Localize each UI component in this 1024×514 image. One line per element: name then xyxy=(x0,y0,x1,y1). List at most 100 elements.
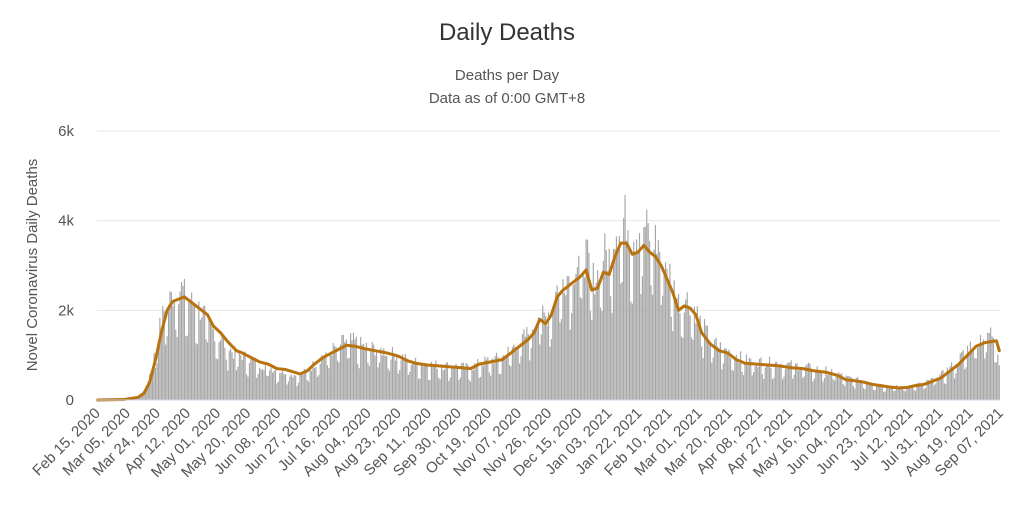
bar[interactable] xyxy=(701,346,703,400)
bar[interactable] xyxy=(280,372,282,400)
bar[interactable] xyxy=(833,380,836,400)
bar[interactable] xyxy=(465,362,467,400)
bar[interactable] xyxy=(644,226,646,400)
bar[interactable] xyxy=(878,386,880,400)
bar[interactable] xyxy=(402,354,404,400)
bar[interactable] xyxy=(787,362,789,400)
bar[interactable] xyxy=(807,362,810,400)
bar[interactable] xyxy=(384,356,386,400)
bar[interactable] xyxy=(888,386,891,400)
bar[interactable] xyxy=(293,375,295,400)
bar[interactable] xyxy=(617,248,619,400)
bar[interactable] xyxy=(277,381,279,400)
bar[interactable] xyxy=(845,375,847,401)
bar[interactable] xyxy=(965,367,967,400)
bar[interactable] xyxy=(699,315,701,400)
bar[interactable] xyxy=(712,357,714,401)
bar[interactable] xyxy=(219,340,222,400)
bar[interactable] xyxy=(839,374,841,400)
bar[interactable] xyxy=(731,369,733,400)
bar[interactable] xyxy=(309,369,311,400)
bar[interactable] xyxy=(415,357,417,400)
bar[interactable] xyxy=(540,334,542,400)
bar[interactable] xyxy=(228,350,230,400)
bar[interactable] xyxy=(942,369,944,400)
bar[interactable] xyxy=(352,332,355,400)
bar[interactable] xyxy=(685,299,687,400)
bar[interactable] xyxy=(325,352,327,400)
bar[interactable] xyxy=(585,239,587,400)
bar[interactable] xyxy=(709,343,711,400)
bar[interactable] xyxy=(341,334,343,400)
bar[interactable] xyxy=(598,286,600,400)
bar[interactable] xyxy=(147,380,149,400)
bar[interactable] xyxy=(218,341,220,400)
bar[interactable] xyxy=(397,373,399,400)
bar[interactable] xyxy=(556,285,558,400)
bar[interactable] xyxy=(143,390,145,400)
bar[interactable] xyxy=(225,359,227,400)
bar[interactable] xyxy=(588,252,590,400)
bar[interactable] xyxy=(858,382,860,400)
bar[interactable] xyxy=(532,329,534,400)
bar[interactable] xyxy=(867,383,869,400)
bar[interactable] xyxy=(675,305,677,400)
bar[interactable] xyxy=(336,360,339,400)
bar[interactable] xyxy=(705,325,707,401)
bar[interactable] xyxy=(254,357,256,400)
bar[interactable] xyxy=(209,322,211,400)
bar[interactable] xyxy=(545,316,547,400)
bar[interactable] xyxy=(828,372,830,400)
bar[interactable] xyxy=(547,312,550,400)
bar[interactable] xyxy=(781,379,784,400)
bar[interactable] xyxy=(347,358,349,400)
bar[interactable] xyxy=(490,375,492,400)
bar[interactable] xyxy=(680,336,682,400)
bar[interactable] xyxy=(780,363,782,400)
bar[interactable] xyxy=(573,284,576,400)
bar[interactable] xyxy=(469,381,472,400)
bar[interactable] xyxy=(894,390,896,400)
bar[interactable] xyxy=(261,369,264,400)
bar[interactable] xyxy=(958,364,960,400)
bar[interactable] xyxy=(536,328,538,400)
bar[interactable] xyxy=(243,352,245,400)
bar[interactable] xyxy=(605,250,607,400)
bar[interactable] xyxy=(829,373,831,400)
bar[interactable] xyxy=(400,360,402,400)
bar[interactable] xyxy=(884,391,886,400)
bar[interactable] xyxy=(943,383,945,400)
bar[interactable] xyxy=(459,377,461,400)
bar[interactable] xyxy=(715,337,717,400)
bar[interactable] xyxy=(260,369,262,400)
bar[interactable] xyxy=(831,368,833,400)
bar[interactable] xyxy=(433,364,435,400)
bar[interactable] xyxy=(517,348,519,400)
bar[interactable] xyxy=(909,387,911,400)
bar[interactable] xyxy=(797,370,800,400)
bar[interactable] xyxy=(178,304,180,400)
bar[interactable] xyxy=(399,369,401,400)
bar[interactable] xyxy=(429,379,431,400)
bar[interactable] xyxy=(410,364,412,400)
bar[interactable] xyxy=(162,306,164,400)
bar[interactable] xyxy=(241,360,243,400)
bar[interactable] xyxy=(149,373,151,400)
bar[interactable] xyxy=(153,352,155,400)
bar[interactable] xyxy=(825,366,827,400)
bar[interactable] xyxy=(956,365,958,400)
bar[interactable] xyxy=(478,377,480,400)
bar[interactable] xyxy=(335,347,337,400)
bar[interactable] xyxy=(300,372,303,400)
bar[interactable] xyxy=(370,348,372,400)
bar[interactable] xyxy=(559,322,561,400)
bar[interactable] xyxy=(628,248,630,400)
bar[interactable] xyxy=(618,235,620,400)
bar[interactable] xyxy=(383,348,385,400)
bar[interactable] xyxy=(962,349,964,400)
bar[interactable] xyxy=(861,381,863,400)
bar[interactable] xyxy=(624,194,626,400)
bar[interactable] xyxy=(542,305,544,400)
bar[interactable] xyxy=(760,357,762,400)
bar[interactable] xyxy=(199,319,201,400)
